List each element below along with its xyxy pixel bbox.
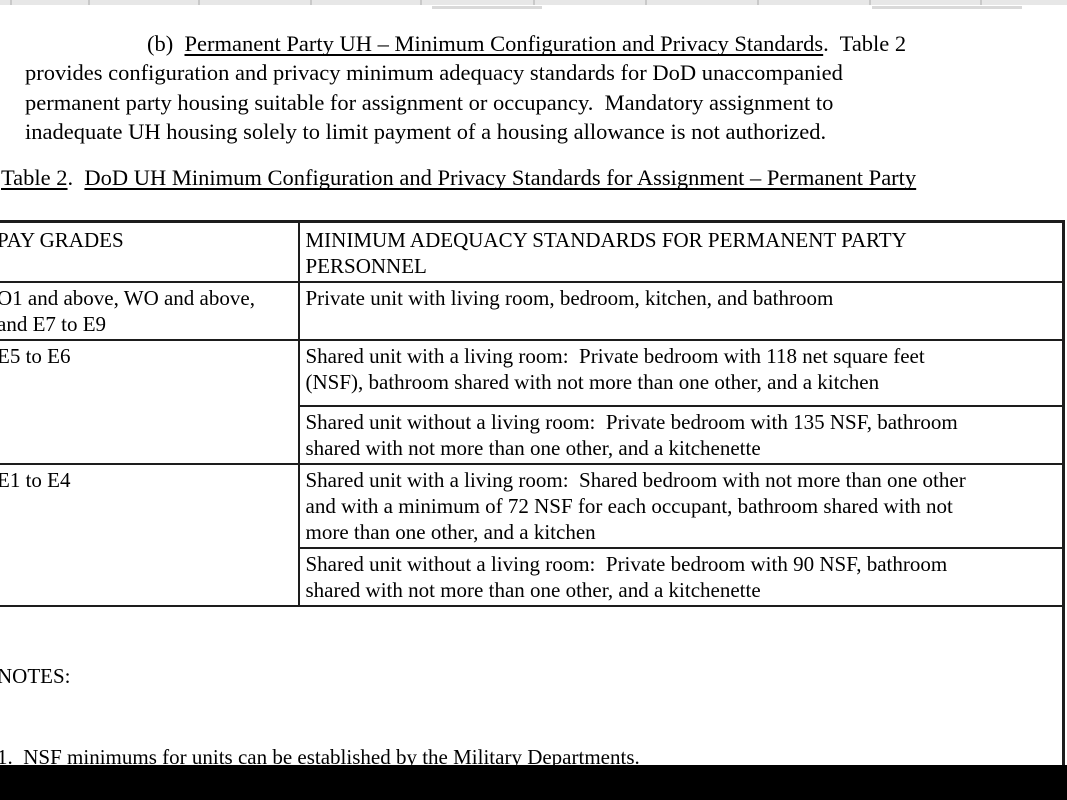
standard-cell: Shared unit with a living room: Private … [297,339,1065,407]
notes-header: NOTES: [0,664,71,688]
pay-grades-header-cell: PAY GRADES [0,220,300,283]
standards-table: PAY GRADES MINIMUM ADEQUACY STANDARDS FO… [0,220,1065,800]
paragraph-label: (b) [147,30,185,56]
column-separator-tick [533,0,535,5]
paragraph: (b) Permanent Party UH – Minimum Configu… [25,29,1055,147]
pay-grade-cell: E1 to E4 [0,463,300,607]
column-separator-tick [757,0,759,5]
standard-cell: Private unit with living room, bedroom, … [297,281,1065,341]
cropped-text-artifact [432,6,542,9]
standard-cell: Shared unit without a living room: Priva… [297,405,1065,465]
paragraph-heading-underlined: Permanent Party UH – Minimum Configurati… [184,30,824,56]
column-separator-tick [869,0,871,5]
pay-grade-cell: O1 and above, WO and above, and E7 to E9 [0,281,300,341]
table-title-number: Table 2 [1,165,68,190]
standards-header-cell: MINIMUM ADEQUACY STANDARDS FOR PERMANENT… [297,220,1065,283]
column-separator-tick [10,0,12,5]
column-separator-tick [645,0,647,5]
table-title: Table 2. DoD UH Minimum Configuration an… [1,163,916,192]
table-title-separator: . [67,165,85,190]
column-separator-tick [310,0,312,5]
column-separator-tick [198,0,200,5]
standard-cell: Shared unit with a living room: Shared b… [297,463,1065,549]
column-separator-tick [88,0,90,5]
letterbox-bottom-bar [0,765,1067,800]
cropped-text-artifact [872,6,1022,9]
table-title-text: DoD UH Minimum Configuration and Privacy… [84,165,917,190]
column-separator-tick [980,0,982,5]
column-separator-tick [420,0,422,5]
pay-grade-cell: E5 to E6 [0,339,300,465]
paragraph-body: . Table 2 provides configuration and pri… [25,30,907,145]
standard-cell: Shared unit without a living room: Priva… [297,547,1065,607]
cropped-toolbar-strip [0,0,1067,5]
